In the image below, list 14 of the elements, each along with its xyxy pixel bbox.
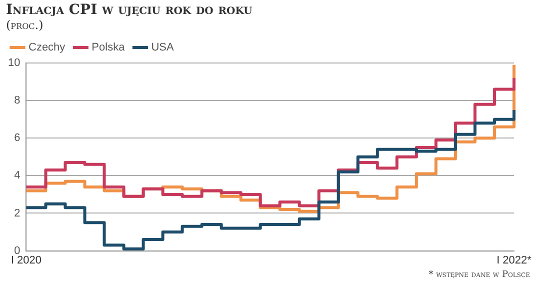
x-tick-label: I 2022*: [496, 254, 532, 266]
legend-label: Czechy: [28, 42, 66, 54]
y-tick-label: 10: [8, 57, 20, 70]
x-tick-label: I 2020: [10, 254, 42, 266]
text: * wstępne dane w Polsce: [428, 270, 530, 280]
legend-label: USA: [151, 42, 174, 54]
y-tick-label: 0: [14, 244, 20, 257]
y-tick-label: 2: [14, 207, 20, 220]
chart-subtitle: (proc.): [6, 18, 44, 32]
y-tick-label: 6: [14, 132, 20, 144]
legend-label: Polska: [92, 42, 126, 54]
y-tick-label: 8: [14, 94, 20, 107]
y-tick-label: 4: [14, 170, 20, 182]
chart-title: Inflacja CPI w ujęciu rok do roku: [6, 2, 252, 18]
